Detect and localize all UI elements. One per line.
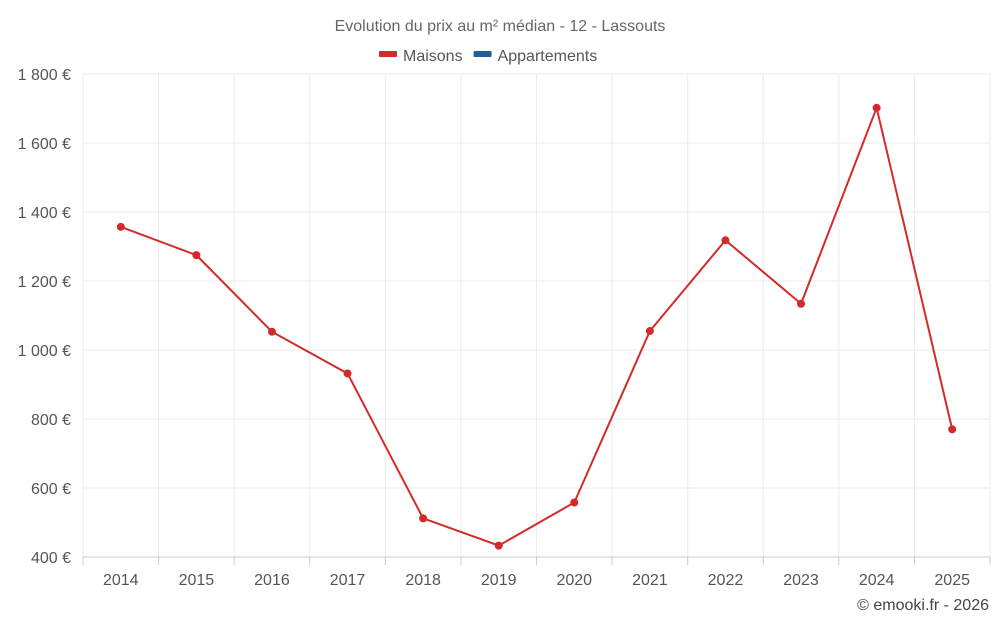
- x-tick-label: 2015: [179, 572, 215, 589]
- y-tick-label: 400 €: [31, 550, 71, 567]
- x-tick-label: 2014: [103, 572, 139, 589]
- series-layer: [116, 103, 957, 550]
- data-point: [797, 299, 806, 308]
- data-point: [645, 327, 654, 336]
- y-axis-ticks: 400 € 600 € 800 € 1 000 € 1 200 € 1 400 € 1 60…: [18, 67, 71, 567]
- legend-swatch: [379, 51, 397, 57]
- data-point: [419, 514, 428, 523]
- legend-label: Appartements: [498, 48, 598, 65]
- y-tick-label: 600 €: [31, 481, 71, 498]
- data-point: [721, 236, 730, 245]
- data-point: [116, 222, 125, 231]
- chart-title: Evolution du prix au m² médian - 12 - La…: [335, 18, 666, 35]
- data-point: [948, 425, 957, 434]
- x-tick-label: 2017: [330, 572, 366, 589]
- x-gridlines: [82, 74, 991, 557]
- data-point: [343, 369, 352, 378]
- y-tick-label: 1 000 €: [18, 343, 71, 360]
- x-tick-label: 2021: [632, 572, 668, 589]
- x-tick-label: 2019: [481, 572, 517, 589]
- data-point: [494, 541, 503, 550]
- x-tick-label: 2025: [934, 572, 970, 589]
- x-tick-label: 2023: [783, 572, 819, 589]
- axes: [82, 556, 991, 565]
- y-tick-label: 1 400 €: [18, 205, 71, 222]
- legend-label: Maisons: [403, 48, 463, 65]
- y-tick-label: 1 600 €: [18, 136, 71, 153]
- series-line-maisons: [120, 106, 954, 547]
- data-point: [267, 327, 276, 336]
- x-tick-label: 2024: [859, 572, 895, 589]
- x-tick-label: 2016: [254, 572, 290, 589]
- x-tick-label: 2020: [556, 572, 592, 589]
- data-point: [570, 498, 579, 507]
- y-tick-label: 1 200 €: [18, 274, 71, 291]
- x-axis-ticks: 2014 2015 2016 2017 2018 2019 2020 2021 2022 2023…: [103, 572, 970, 589]
- legend: Maisons Appartements: [379, 48, 597, 65]
- legend-swatch: [473, 51, 492, 57]
- y-tick-label: 800 €: [31, 412, 71, 429]
- credit-text: © emooki.fr - 2026: [857, 597, 989, 614]
- x-tick-label: 2022: [708, 572, 744, 589]
- data-point: [192, 251, 201, 260]
- x-tick-label: 2018: [405, 572, 441, 589]
- data-point: [872, 103, 881, 112]
- y-tick-label: 1 800 €: [18, 67, 71, 84]
